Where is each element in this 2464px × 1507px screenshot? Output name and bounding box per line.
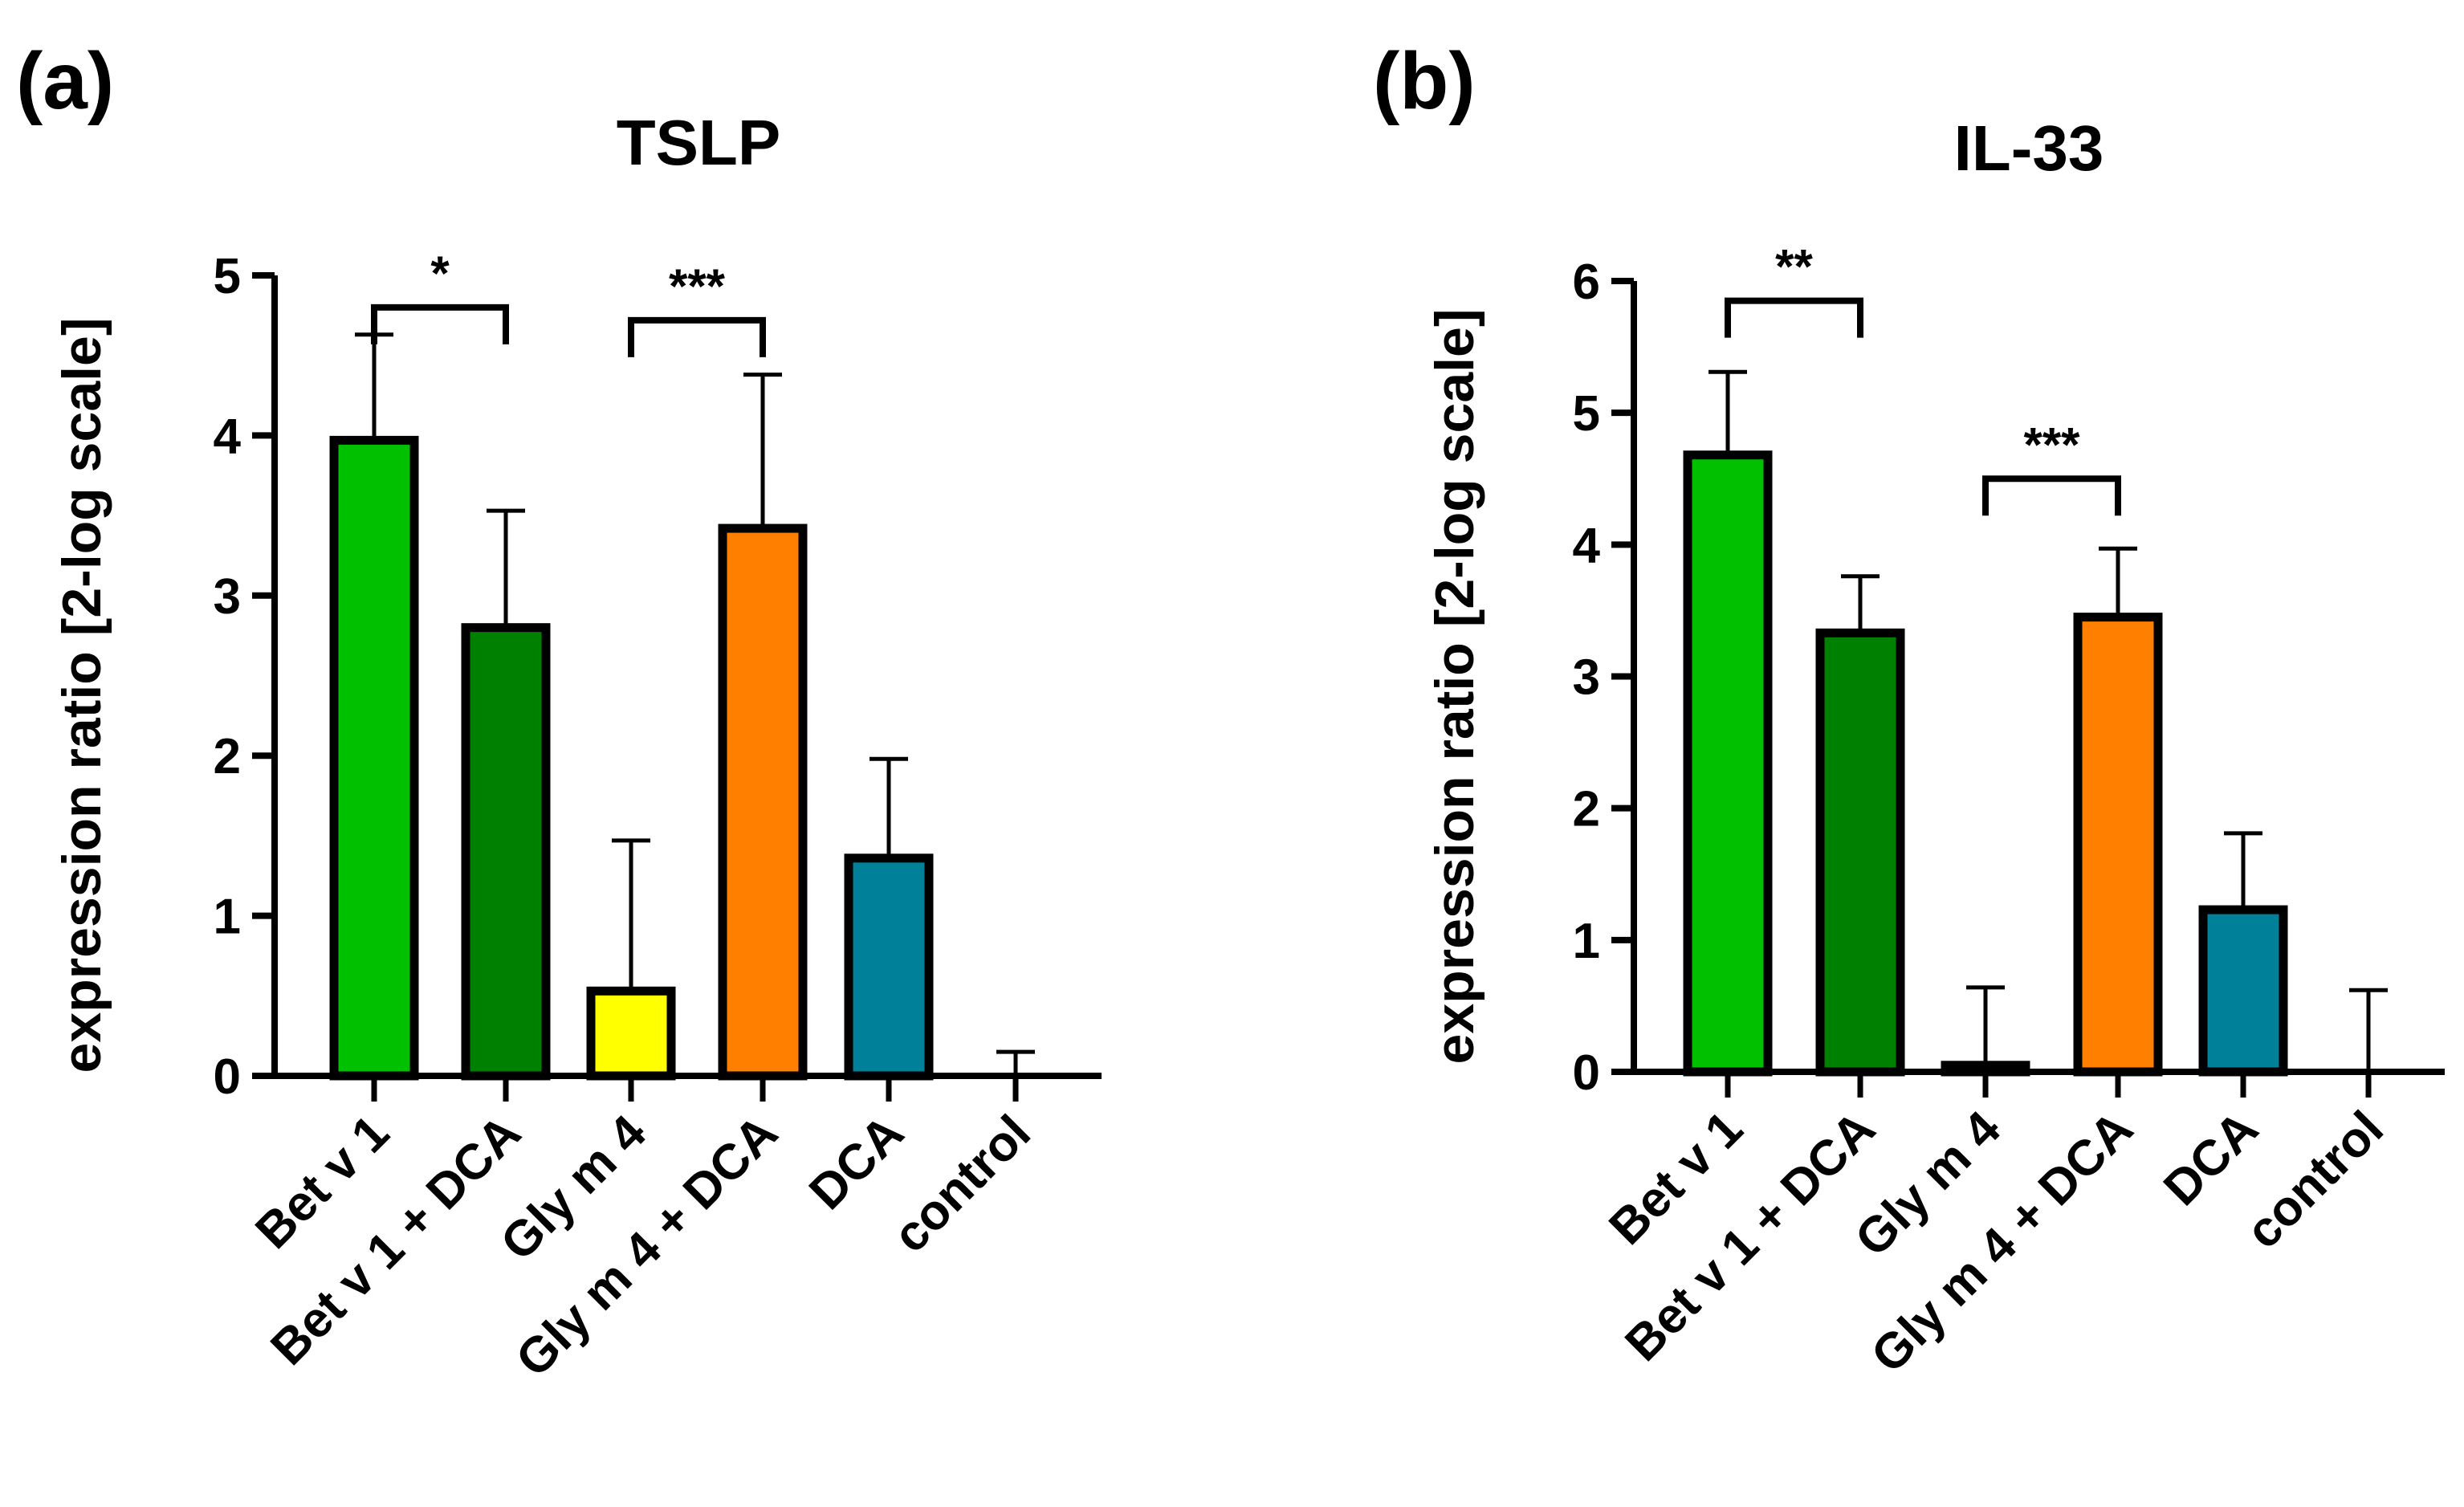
y-tick-label: 5 [214, 249, 241, 304]
chart-title: TSLP [617, 107, 780, 178]
y-tick-label: 4 [1573, 518, 1601, 573]
significance-label: ** [1775, 240, 1813, 294]
bar [329, 435, 419, 1081]
panel-a: (a) TSLP expression ratio [2-log scale] … [16, 36, 1102, 1387]
significance-label: *** [2023, 417, 2080, 471]
significance-bracket [1725, 297, 1863, 338]
x-category-label: control [2236, 1101, 2394, 1259]
significance-label: * [430, 246, 450, 300]
bar [461, 623, 551, 1081]
panel-label-a: (a) [16, 36, 114, 126]
y-tick-label: 5 [1573, 386, 1600, 442]
y-axis-label: expression ratio [2-log scale] [1424, 309, 1485, 1065]
y-tick-label: 6 [1573, 255, 1600, 310]
panel-b: (b) IL-33 expression ratio [2-log scale]… [1373, 36, 2445, 1383]
y-tick-label: 3 [214, 569, 241, 625]
y-tick-label: 1 [214, 890, 241, 945]
x-category-label: DCA [2153, 1101, 2269, 1216]
x-category-label: control [883, 1105, 1041, 1263]
y-tick-label: 3 [1573, 650, 1600, 706]
significance-bracket [1982, 475, 2121, 516]
significance-bracket [628, 316, 766, 357]
y-tick-label: 2 [1573, 782, 1600, 837]
bar [1683, 450, 1773, 1077]
y-axis-label: expression ratio [2-log scale] [51, 318, 112, 1073]
chart-title: IL-33 [1954, 112, 2104, 184]
bar [718, 523, 808, 1081]
y-tick-label: 0 [1573, 1045, 1600, 1101]
y-tick-label: 1 [1573, 914, 1600, 969]
bar [2073, 613, 2163, 1077]
bar [2198, 905, 2288, 1077]
y-tick-label: 2 [214, 729, 241, 784]
panel-label-b: (b) [1373, 36, 1476, 126]
y-tick-label: 0 [214, 1049, 241, 1105]
significance-bracket [371, 303, 509, 344]
bar [586, 986, 676, 1081]
significance-label: *** [669, 259, 726, 313]
bar [844, 853, 934, 1081]
bar [1815, 628, 1905, 1077]
y-tick-label: 4 [214, 409, 242, 464]
x-category-label: DCA [799, 1105, 914, 1220]
